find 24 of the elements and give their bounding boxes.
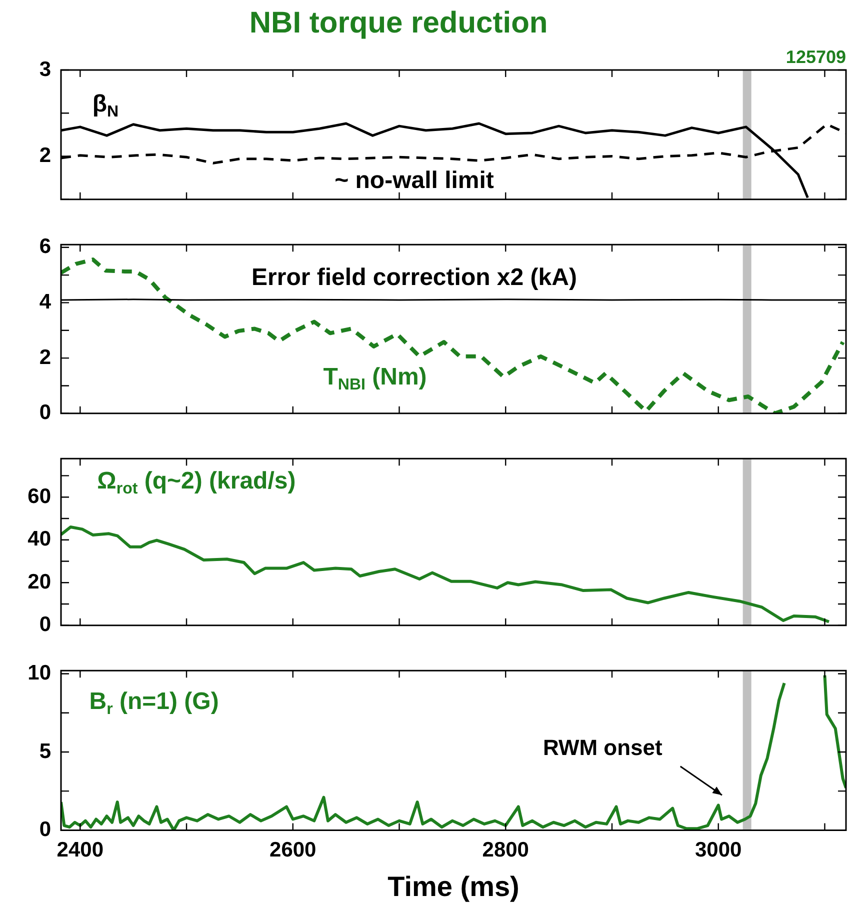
y-tick-label: 0 — [39, 613, 51, 636]
x-tick-label: 2800 — [482, 838, 529, 862]
y-tick-label: 3 — [39, 58, 51, 81]
legend-label: Error field correction x2 (kA) — [252, 264, 577, 291]
y-tick-label: 0 — [39, 401, 51, 424]
y-tick-label: 60 — [28, 484, 51, 508]
y-tick-label: 0 — [39, 818, 51, 841]
x-tick-label: 3000 — [695, 838, 742, 862]
text: 125709 — [786, 46, 846, 67]
y-tick-label: 6 — [39, 235, 51, 258]
x-axis-title: Time (ms) — [388, 870, 520, 902]
y-tick-label: 5 — [39, 740, 52, 763]
y-tick-label: 20 — [28, 570, 51, 594]
y-tick-label: 10 — [28, 662, 51, 685]
x-tick-label: 2600 — [270, 838, 316, 862]
y-tick-label: 2 — [39, 144, 51, 168]
chart-title: NBI torque reduction — [249, 6, 548, 40]
y-tick-label: 40 — [28, 528, 51, 551]
series-label: ~ no-wall limit — [334, 166, 494, 194]
line-series — [61, 258, 845, 414]
y-tick-label: 4 — [39, 290, 52, 314]
annotation: RWM onset — [542, 734, 664, 760]
y-tick-label: 2 — [39, 346, 51, 369]
x-tick-label: 2400 — [56, 838, 104, 862]
